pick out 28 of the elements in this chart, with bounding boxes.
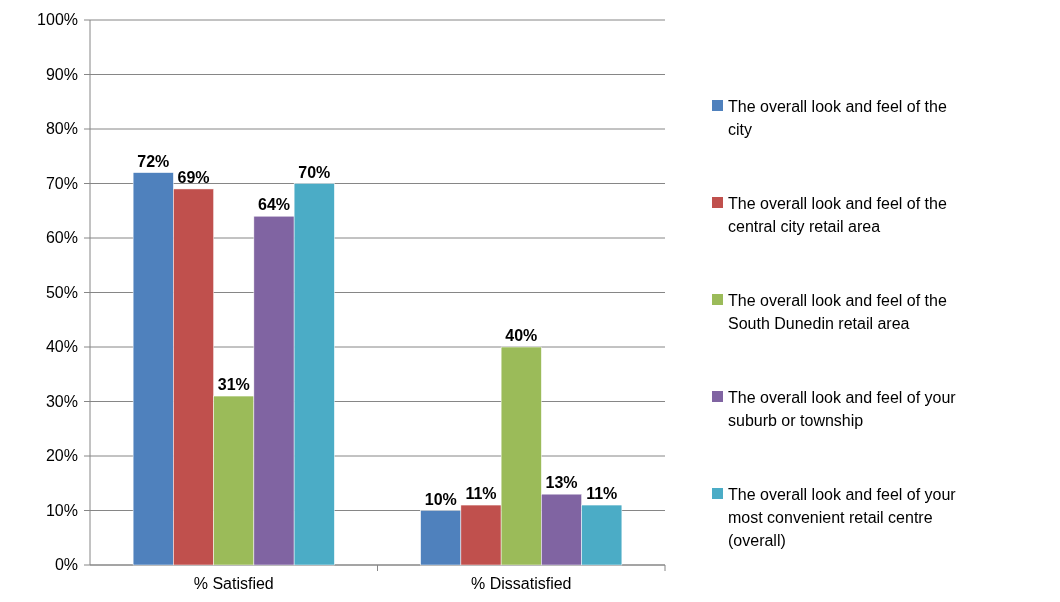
- data-label: 69%: [177, 168, 210, 186]
- y-tick-label: 20%: [45, 447, 78, 464]
- y-tick-label: 100%: [37, 11, 78, 28]
- y-tick-label: 30%: [45, 392, 78, 410]
- legend-label: The overall look and feel of the South Dunedin retail area: [728, 292, 947, 332]
- x-tick-label: % Satisfied: [193, 575, 274, 592]
- y-tick-label: 70%: [45, 174, 78, 192]
- data-label: 72%: [137, 152, 170, 170]
- x-tick-label: % Dissatisfied: [471, 575, 572, 592]
- legend-label: The overall look and feel of your most convenient retail centre (overall): [728, 486, 957, 549]
- data-label: 10%: [424, 490, 457, 508]
- legend-label: The overall look and feel of the city: [728, 98, 947, 138]
- y-tick-label: 90%: [45, 65, 78, 83]
- y-tick-label: 50%: [45, 283, 78, 301]
- legend-label: The overall look and feel of your suburb or township: [728, 389, 957, 429]
- data-label: 40%: [505, 327, 538, 344]
- data-label: 11%: [586, 485, 618, 503]
- y-tick-label: 80%: [45, 120, 78, 137]
- data-label: 31%: [217, 376, 250, 394]
- y-tick-label: 40%: [45, 338, 78, 355]
- y-tick-label: 60%: [45, 229, 78, 246]
- legend-label: The overall look and feel of the central city retail area: [728, 195, 947, 235]
- y-tick-label: 0%: [54, 556, 78, 573]
- y-tick-label: 10%: [45, 501, 78, 519]
- data-label: 70%: [298, 163, 331, 181]
- data-label: 64%: [257, 196, 291, 214]
- data-label: 13%: [545, 474, 578, 492]
- data-label: 11%: [465, 485, 497, 503]
